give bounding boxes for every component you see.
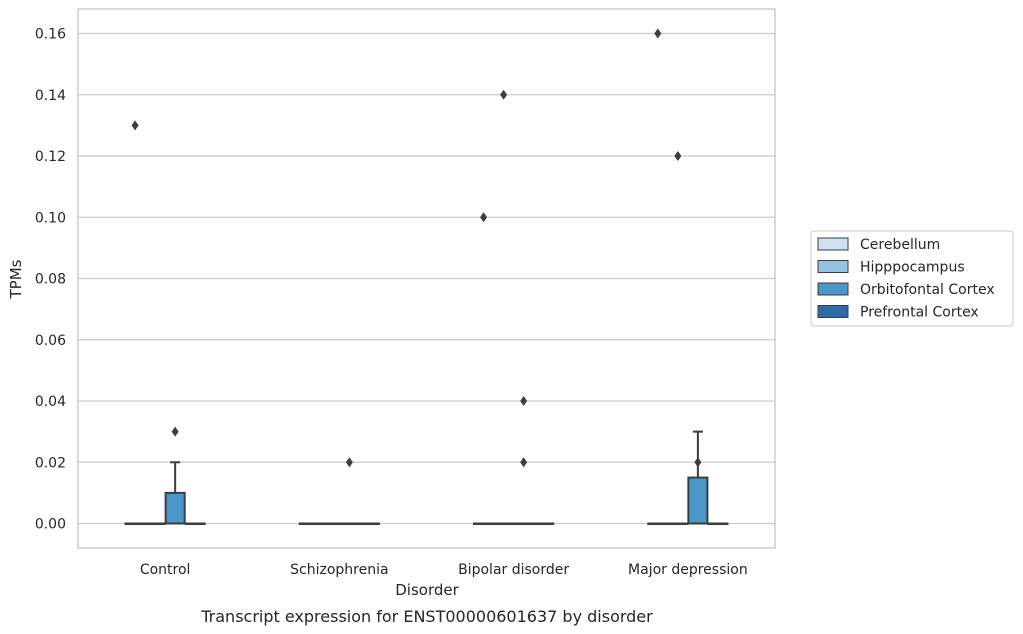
legend-swatch (817, 305, 849, 318)
box-group (707, 522, 729, 525)
y-tick-label: 0.14 (35, 88, 66, 104)
plot-frame (77, 8, 776, 549)
outlier-point (520, 457, 528, 468)
outlier-point (674, 151, 682, 161)
legend-entry-label: Hipppocampus (860, 260, 965, 276)
legend-entry-label: Orbitofontal Cortex (860, 282, 995, 298)
x-axis-label: Disorder (395, 581, 459, 599)
y-axis-label: TPMs (7, 259, 25, 299)
legend-entry-label: Prefrontal Cortex (860, 305, 979, 321)
legend-swatch (817, 282, 849, 296)
legend: Cerebellum Hipppocampus Orbitofontal Corte… (810, 230, 1014, 327)
x-tick-label: Bipolar disorder (458, 562, 569, 578)
outlier-point (131, 120, 139, 131)
x-tick-label: Major depression (628, 562, 748, 578)
box-group (124, 120, 146, 525)
box-group (473, 212, 495, 525)
legend-frame (810, 230, 1014, 327)
legend-swatch (817, 237, 849, 251)
box-group (533, 522, 555, 525)
x-tick-label: Schizophrenia (290, 562, 388, 578)
legend-swatch (817, 260, 849, 273)
box-group (358, 522, 380, 525)
box-group (338, 457, 360, 525)
chart-caption: Transcript expression for ENST0000060163… (200, 607, 653, 626)
legend-entry-label: Cerebellum (860, 237, 940, 253)
outlier-point (480, 212, 488, 223)
y-tick-label: 0.10 (35, 210, 66, 226)
y-tick-label: 0.04 (35, 394, 66, 410)
box-group (298, 522, 320, 525)
box (164, 491, 186, 525)
x-tick-labels: Control Schizophrenia Bipolar disorder Majo… (140, 562, 748, 578)
box-plots (124, 28, 729, 525)
y-tick-label: 0.16 (35, 27, 66, 43)
box-group (513, 396, 535, 525)
y-tick-label: 0.12 (35, 149, 66, 165)
outlier-point (654, 28, 662, 39)
y-tick-labels: 0.00 0.02 0.04 0.06 0.08 0.10 0.12 0.14 0.16 (35, 27, 66, 533)
y-tick-label: 0.02 (35, 455, 66, 471)
y-tick-label: 0.06 (35, 333, 66, 349)
outlier-point (694, 457, 702, 468)
x-tick-label: Control (140, 562, 191, 578)
box-group (687, 430, 709, 525)
box-group (164, 426, 186, 525)
outlier-point (520, 396, 528, 406)
y-tick-label: 0.08 (35, 272, 66, 288)
outlier-point (345, 457, 353, 468)
box-group (667, 151, 689, 525)
outlier-point (500, 89, 508, 100)
outlier-point (171, 426, 179, 437)
y-tick-label: 0.00 (35, 517, 66, 533)
box-group (647, 28, 669, 525)
box-group (318, 522, 340, 525)
box-group (184, 522, 206, 525)
grid-lines (78, 32, 775, 525)
box (687, 476, 709, 525)
box-group (493, 89, 515, 525)
box-group (144, 522, 166, 525)
